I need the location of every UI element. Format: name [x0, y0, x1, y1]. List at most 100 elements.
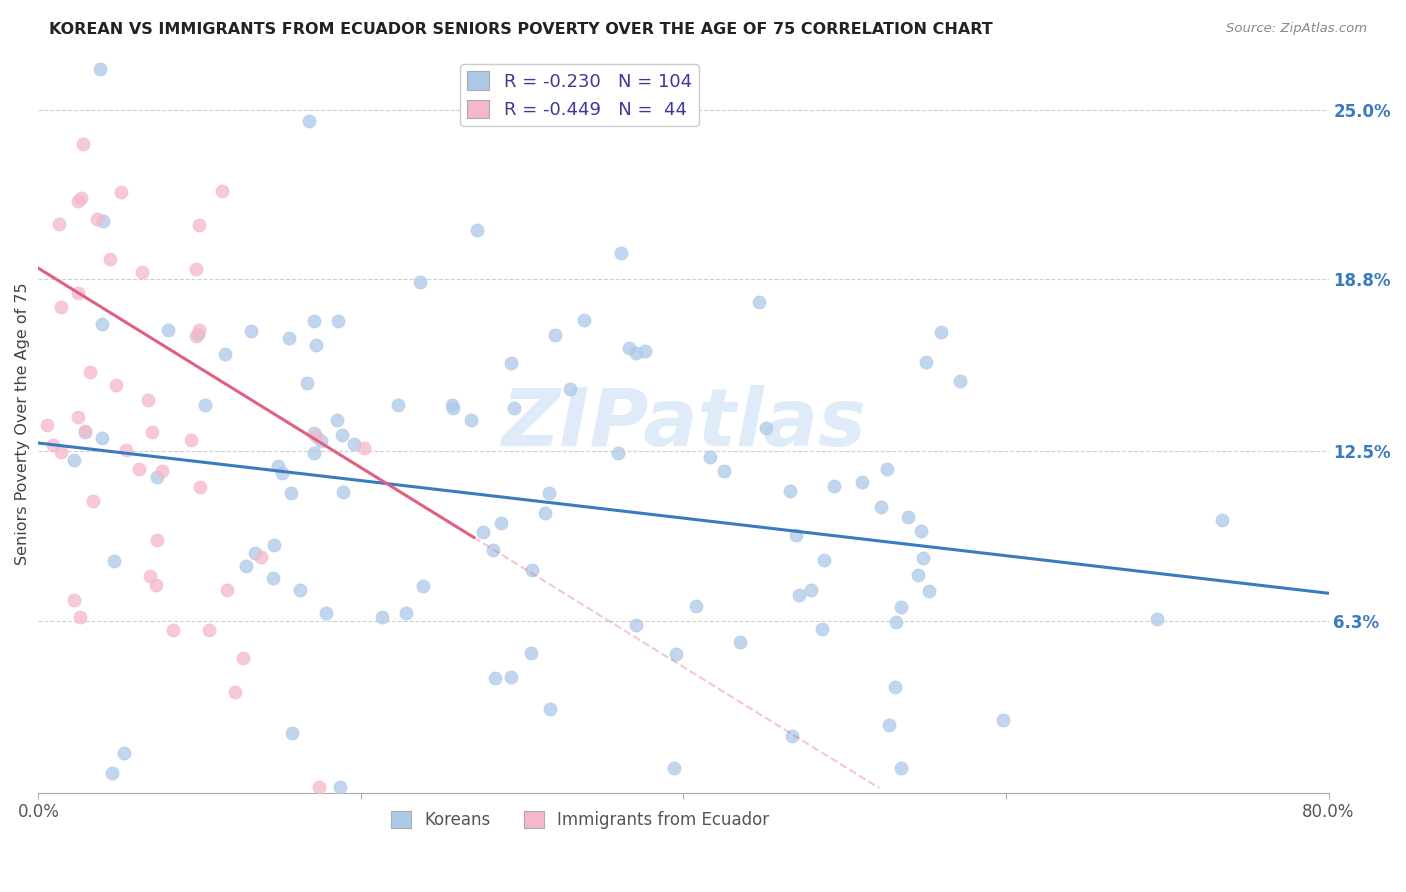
Point	[243, 546, 266, 560]
Point	[685, 599, 707, 614]
Point	[890, 600, 912, 615]
Point	[617, 341, 640, 355]
Point	[302, 446, 325, 460]
Point	[823, 479, 845, 493]
Point	[484, 672, 506, 686]
Point	[280, 726, 302, 740]
Point	[308, 780, 330, 795]
Point	[280, 486, 302, 500]
Point	[755, 421, 778, 435]
Point	[472, 524, 495, 539]
Point	[224, 684, 246, 698]
Point	[730, 635, 752, 649]
Point	[883, 680, 905, 694]
Point	[890, 760, 912, 774]
Y-axis label: Seniors Poverty Over the Age of 75: Seniors Poverty Over the Age of 75	[15, 283, 30, 566]
Point	[103, 554, 125, 568]
Point	[326, 413, 349, 427]
Point	[915, 355, 938, 369]
Point	[624, 618, 647, 632]
Point	[779, 483, 801, 498]
Point	[353, 441, 375, 455]
Point	[110, 186, 132, 200]
Point	[502, 401, 524, 415]
Point	[907, 568, 929, 582]
Point	[188, 219, 211, 233]
Point	[139, 569, 162, 583]
Point	[271, 466, 294, 480]
Point	[295, 376, 318, 391]
Point	[141, 425, 163, 440]
Point	[37, 417, 59, 432]
Point	[441, 401, 464, 415]
Point	[412, 579, 434, 593]
Point	[128, 462, 150, 476]
Point	[810, 622, 832, 636]
Point	[184, 262, 207, 277]
Point	[298, 114, 321, 128]
Point	[665, 648, 688, 662]
Point	[499, 356, 522, 370]
Point	[522, 563, 544, 577]
Point	[460, 412, 482, 426]
Point	[91, 214, 114, 228]
Point	[876, 461, 898, 475]
Point	[886, 615, 908, 629]
Point	[62, 593, 84, 607]
Point	[813, 553, 835, 567]
Point	[441, 398, 464, 412]
Point	[101, 765, 124, 780]
Point	[290, 583, 312, 598]
Point	[533, 507, 555, 521]
Point	[305, 338, 328, 352]
Point	[262, 571, 284, 585]
Point	[918, 584, 941, 599]
Point	[607, 446, 630, 460]
Point	[49, 445, 72, 459]
Point	[156, 323, 179, 337]
Point	[326, 314, 349, 328]
Point	[572, 313, 595, 327]
Point	[42, 438, 65, 452]
Point	[911, 551, 934, 566]
Point	[194, 398, 217, 412]
Point	[215, 583, 238, 598]
Point	[184, 329, 207, 343]
Point	[482, 542, 505, 557]
Point	[929, 325, 952, 339]
Point	[1146, 612, 1168, 626]
Point	[499, 670, 522, 684]
Point	[540, 701, 562, 715]
Point	[187, 327, 209, 342]
Point	[395, 606, 418, 620]
Point	[91, 431, 114, 445]
Text: ZIPatlas: ZIPatlas	[501, 384, 866, 463]
Point	[851, 475, 873, 489]
Point	[662, 761, 685, 775]
Point	[51, 300, 73, 314]
Point	[235, 559, 257, 574]
Point	[162, 623, 184, 637]
Point	[329, 780, 352, 795]
Point	[332, 484, 354, 499]
Point	[98, 252, 121, 266]
Text: Source: ZipAtlas.com: Source: ZipAtlas.com	[1226, 22, 1367, 36]
Point	[330, 428, 353, 442]
Legend: Koreans, Immigrants from Ecuador: Koreans, Immigrants from Ecuador	[384, 805, 776, 836]
Point	[991, 713, 1014, 727]
Point	[79, 365, 101, 379]
Point	[63, 453, 86, 467]
Point	[371, 610, 394, 624]
Point	[69, 610, 91, 624]
Point	[277, 331, 299, 345]
Point	[250, 549, 273, 564]
Point	[188, 323, 211, 337]
Point	[66, 194, 89, 209]
Point	[66, 410, 89, 425]
Point	[72, 137, 94, 152]
Point	[198, 624, 221, 638]
Point	[387, 398, 409, 412]
Point	[48, 217, 70, 231]
Point	[146, 470, 169, 484]
Point	[309, 434, 332, 448]
